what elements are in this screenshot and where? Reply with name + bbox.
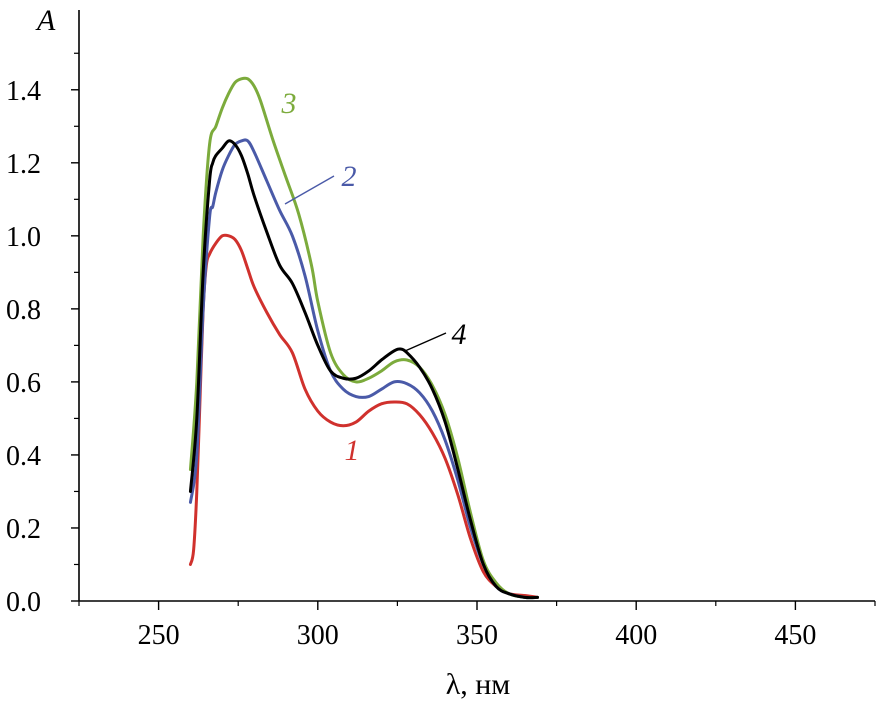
curve-label-2: 2 [342, 160, 357, 193]
y-tick-label: 0.8 [6, 295, 41, 326]
curve-label-1: 1 [345, 434, 360, 467]
x-tick-label: 450 [774, 620, 816, 651]
x-tick-label: 350 [456, 620, 498, 651]
series-line-1 [188, 233, 539, 599]
x-tick-label: 300 [297, 620, 339, 651]
y-tick-label: 0.0 [6, 587, 41, 618]
leader-line-2 [284, 175, 335, 205]
series-line-2 [188, 138, 539, 600]
series [188, 76, 539, 600]
series-line-4 [188, 139, 539, 600]
curve-label-3: 3 [281, 87, 297, 120]
axes [78, 10, 875, 602]
y-tick-label: 0.4 [6, 441, 41, 472]
y-tick-label: 0.2 [6, 514, 41, 545]
y-tick-label: 1.2 [6, 149, 41, 180]
ticks: 250 300 350 400 450 0.0 0.2 0.4 0.6 0.8 1.0 1.2 1.4 [6, 52, 876, 651]
leader-line-4 [404, 332, 447, 352]
x-tick-label: 400 [615, 620, 657, 651]
y-axis-title: A [35, 4, 56, 37]
y-tick-label: 0.6 [6, 368, 41, 399]
y-tick-label: 1.0 [6, 222, 41, 253]
y-tick-label: 1.4 [6, 76, 41, 107]
x-tick-label: 250 [138, 620, 180, 651]
curve-labels: 1 2 3 4 [281, 87, 467, 467]
curve-label-4: 4 [452, 318, 467, 351]
x-axis-title: λ, нм [446, 668, 511, 701]
series-line-3 [188, 76, 539, 600]
